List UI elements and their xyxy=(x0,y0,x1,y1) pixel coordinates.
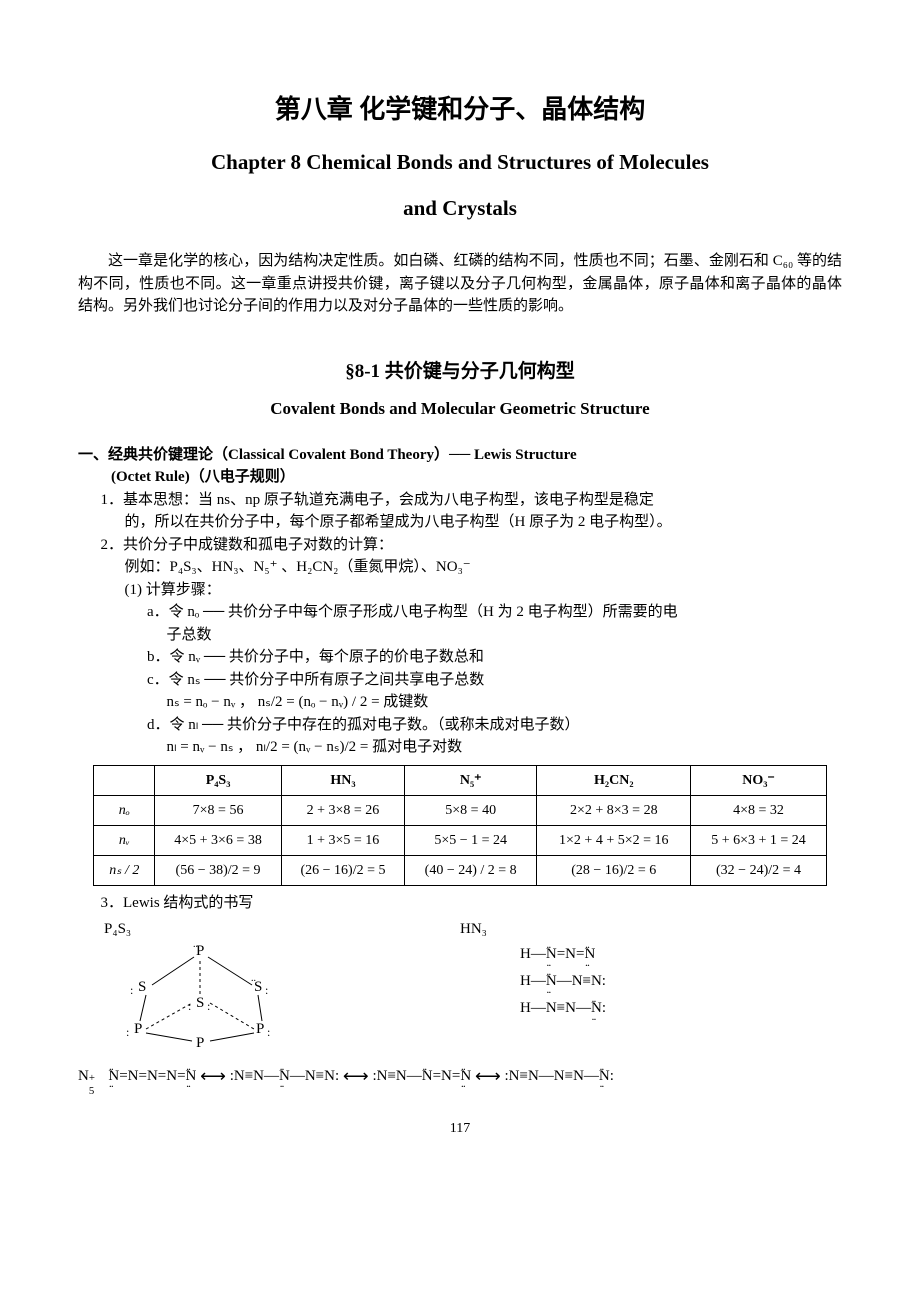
hn3-label: HN₃ xyxy=(460,921,487,937)
cell: 1×2 + 4 + 5×2 = 16 xyxy=(537,825,691,855)
p4s3-label: P₄S₃ xyxy=(104,921,131,937)
svg-text:P: P xyxy=(134,1021,142,1037)
svg-text:..: .. xyxy=(251,973,256,984)
row-no-label: nₒ xyxy=(94,795,155,825)
chapter-title-en-line2: and Crystals xyxy=(78,193,842,225)
svg-text:P: P xyxy=(256,1021,264,1037)
table-header-row: P₄S₃ HN₃ N₅⁺ H₂CN₂ NO₃⁻ xyxy=(94,765,826,795)
svg-text:..: .. xyxy=(193,1047,198,1051)
svg-text::: : xyxy=(207,999,210,1013)
calculation-table: P₄S₃ HN₃ N₅⁺ H₂CN₂ NO₃⁻ nₒ 7×8 = 56 2 + … xyxy=(93,765,826,886)
hn3-form-1: H—N=N=N xyxy=(520,941,842,968)
cell: (26 − 16)/2 = 5 xyxy=(281,855,404,885)
cell: 2 + 3×8 = 26 xyxy=(281,795,404,825)
step-c-formula: nₛ = nₒ − nᵥ ， nₛ/2 = (nₒ − nᵥ) / 2 = 成键… xyxy=(167,691,843,714)
lewis-hn3: HN₃ H—N=N=N H—N—N≡N: H—N≡N—N: xyxy=(460,918,842,1051)
lewis-structures-row: P₄S₃ P.. S: S:.. S:: P: P: P.. xyxy=(78,918,842,1051)
row-nv-label: nᵥ xyxy=(94,825,155,855)
step-a-cont: 子总数 xyxy=(167,624,843,647)
cell: 7×8 = 56 xyxy=(155,795,282,825)
lewis-p4s3: P₄S₃ P.. S: S:.. S:: P: P: P.. xyxy=(78,918,460,1051)
svg-text::: : xyxy=(126,1025,129,1039)
cell: 4×8 = 32 xyxy=(691,795,826,825)
intro-paragraph: 这一章是化学的核心，因为结构决定性质。如白磷、红磷的结构不同，性质也不同；石墨、… xyxy=(78,250,842,318)
svg-text:..: .. xyxy=(193,941,198,950)
lewis-n5-row: N+5 N=N=N=N=N ⟷ :N≡N—N—N≡N: ⟷ :N≡N—N=N=N… xyxy=(78,1063,842,1090)
hn3-form-2: H—N—N≡N: xyxy=(520,968,842,995)
cell: 5×8 = 40 xyxy=(405,795,537,825)
cell: 4×5 + 3×6 = 38 xyxy=(155,825,282,855)
th-h2cn2: H₂CN₂ xyxy=(537,765,691,795)
section-title-cn: §8-1 共价键与分子几何构型 xyxy=(78,358,842,387)
cell: (28 − 16)/2 = 6 xyxy=(537,855,691,885)
table-row: nₒ 7×8 = 56 2 + 3×8 = 26 5×8 = 40 2×2 + … xyxy=(94,795,826,825)
hn3-form-3: H—N≡N—N: xyxy=(520,995,842,1022)
page-number: 117 xyxy=(78,1118,842,1139)
heading-octet-rule: (Octet Rule)（八电子规则） xyxy=(111,466,842,489)
th-hn3: HN₃ xyxy=(281,765,404,795)
cell: 5 + 6×3 + 1 = 24 xyxy=(691,825,826,855)
section-title-en: Covalent Bonds and Molecular Geometric S… xyxy=(78,396,842,422)
chapter-title-cn: 第八章 化学键和分子、晶体结构 xyxy=(78,90,842,129)
svg-text:S: S xyxy=(138,979,146,995)
item-1-basic-idea: 1．基本思想：当 ns、np 原子轨道充满电子，会成为八电子构型，该电子构型是稳… xyxy=(101,489,843,512)
cell: 2×2 + 8×3 = 28 xyxy=(537,795,691,825)
item-2-examples: 例如：P₄S₃、HN₃、N₅⁺ 、H₂CN₂（重氮甲烷）、NO₃⁻ xyxy=(125,556,843,579)
cell: 1 + 3×5 = 16 xyxy=(281,825,404,855)
cell: (32 − 24)/2 = 4 xyxy=(691,855,826,885)
svg-text:S: S xyxy=(196,995,204,1011)
step-a: a．令 nₒ ── 共价分子中每个原子形成八电子构型（H 为 2 电子构型）所需… xyxy=(147,601,842,624)
th-blank xyxy=(94,765,155,795)
item-1-body: 的，所以在共价分子中，每个原子都希望成为八电子构型（H 原子为 2 电子构型）。 xyxy=(125,511,843,534)
table-row: nₛ / 2 (56 − 38)/2 = 9 (26 − 16)/2 = 5 (… xyxy=(94,855,826,885)
n5-label: N+5 xyxy=(78,1068,97,1084)
p4s3-diagram: P.. S: S:.. S:: P: P: P.. xyxy=(78,941,338,1051)
th-n5: N₅⁺ xyxy=(405,765,537,795)
svg-text::: : xyxy=(130,983,133,997)
svg-text::: : xyxy=(265,983,268,997)
item-3-lewis-writing: 3．Lewis 结构式的书写 xyxy=(101,892,843,915)
svg-text::: : xyxy=(267,1025,270,1039)
n5-structures: N=N=N=N=N ⟷ :N≡N—N—N≡N: ⟷ :N≡N—N=N=N ⟷ :… xyxy=(108,1068,614,1084)
svg-text::: : xyxy=(188,999,191,1013)
table-row: nᵥ 4×5 + 3×6 = 38 1 + 3×5 = 16 5×5 − 1 =… xyxy=(94,825,826,855)
item-2-calculation: 2．共价分子中成键数和孤电子对数的计算： xyxy=(101,534,843,557)
step-c: c．令 nₛ ── 共价分子中所有原子之间共享电子总数 xyxy=(147,669,842,692)
item-2-steps-label: (1) 计算步骤： xyxy=(125,579,843,602)
row-ns2-label: nₛ / 2 xyxy=(94,855,155,885)
cell: (56 − 38)/2 = 9 xyxy=(155,855,282,885)
th-no3: NO₃⁻ xyxy=(691,765,826,795)
heading-lewis-theory: 一、经典共价键理论（Classical Covalent Bond Theory… xyxy=(78,444,842,467)
chapter-title-en-line1: Chapter 8 Chemical Bonds and Structures … xyxy=(78,147,842,179)
step-d: d．令 nₗ ── 共价分子中存在的孤对电子数。（或称未成对电子数） xyxy=(147,714,842,737)
cell: 5×5 − 1 = 24 xyxy=(405,825,537,855)
step-b: b．令 nᵥ ── 共价分子中，每个原子的价电子数总和 xyxy=(147,646,842,669)
th-p4s3: P₄S₃ xyxy=(155,765,282,795)
cell: (40 − 24) / 2 = 8 xyxy=(405,855,537,885)
step-d-formula: nₗ = nᵥ − nₛ ， nₗ/2 = (nᵥ − nₛ)/2 = 孤对电子… xyxy=(167,736,843,759)
